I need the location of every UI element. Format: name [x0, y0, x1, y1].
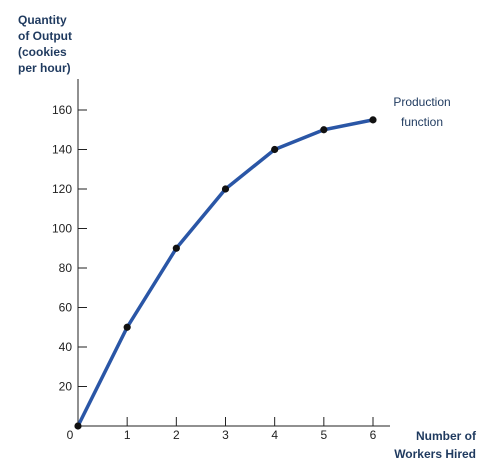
y-tick-label: 140	[52, 143, 72, 157]
y-tick-label: 120	[52, 182, 72, 196]
y-tick-label: 160	[52, 103, 72, 117]
curve-annotation-line-1: Production	[393, 95, 450, 109]
x-tick-label: 4	[271, 428, 278, 442]
x-tick-label: 3	[222, 428, 229, 442]
x-axis-label-line-1: Number of	[416, 429, 477, 443]
x-tick-label: 1	[124, 428, 131, 442]
x-axis-label-line-2: Workers Hired	[394, 447, 476, 461]
y-axis-label-line-3: (cookies	[18, 45, 67, 59]
production-series	[74, 116, 377, 430]
y-tick-label: 60	[59, 301, 73, 315]
x-tick-label: 0	[67, 428, 74, 442]
y-tick-label: 100	[52, 222, 72, 236]
curve-annotation-line-2: function	[401, 115, 443, 129]
y-axis-label-line-4: per hour)	[18, 61, 71, 75]
data-point	[172, 244, 180, 252]
y-tick-label: 40	[59, 340, 73, 354]
y-axis-label-line-2: of Output	[18, 29, 72, 43]
y-tick-label: 20	[59, 380, 73, 394]
data-point	[74, 422, 82, 430]
y-axis-ticks: 20 40 60 80 100 120 140 160	[52, 103, 87, 394]
data-point	[320, 126, 328, 134]
x-tick-label: 6	[370, 428, 377, 442]
x-axis-ticks: 0 1 2 3 4 5 6	[67, 417, 377, 442]
x-tick-label: 2	[173, 428, 180, 442]
data-point	[123, 323, 131, 331]
data-point	[369, 116, 377, 124]
data-point	[271, 145, 279, 154]
data-point	[221, 185, 230, 193]
production-curve-line	[76, 118, 375, 428]
x-tick-label: 5	[320, 428, 327, 442]
y-axis-label-line-1: Quantity	[18, 13, 67, 27]
y-tick-label: 80	[59, 261, 73, 275]
